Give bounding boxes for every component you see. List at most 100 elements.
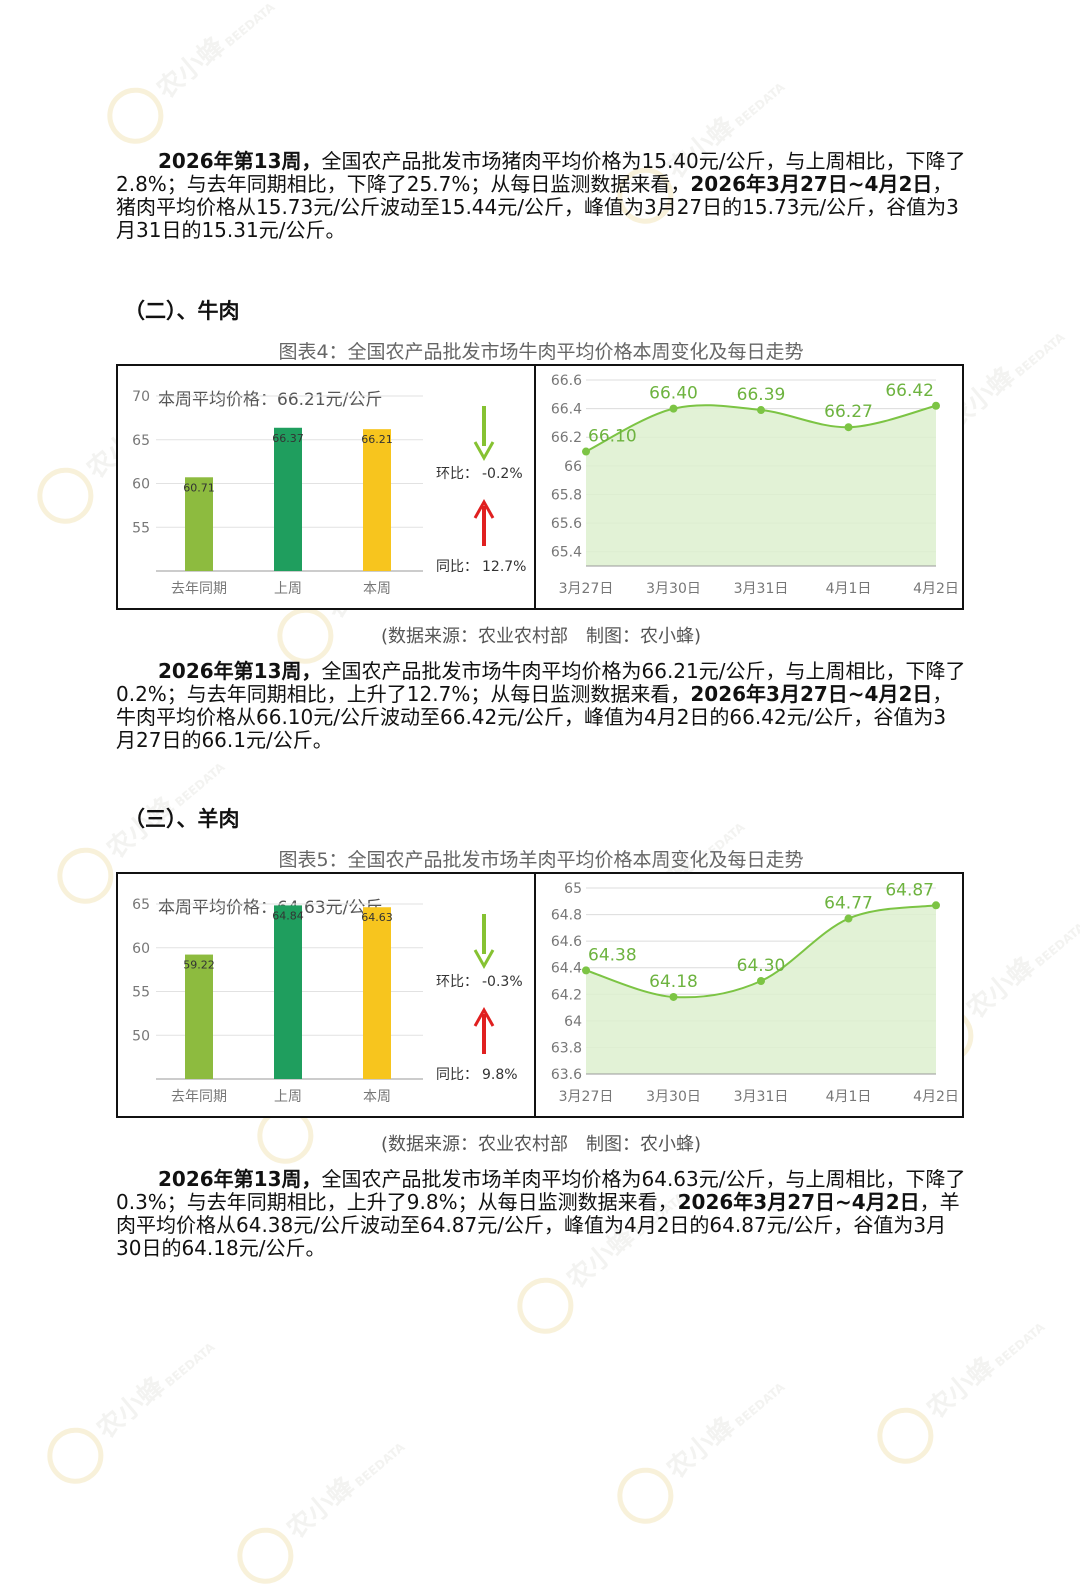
mutton-point — [844, 914, 853, 923]
mutton-point-label: 64.18 — [649, 972, 698, 992]
beef-figure-title: 图表4：全国农产品批发市场牛肉平均价格本周变化及每日走势 — [278, 341, 804, 363]
watermark-logo: 农小蜂BEEDATA — [605, 1361, 799, 1536]
beef-line-chart: 65.4 65.6 65.8 66 66.2 66.4 66.6 66.10 3月27日 66.4… — [551, 373, 959, 597]
mutton-tail: ，羊肉平均价格从64.38元/公斤波动至64.87元/公斤，峰值为4月2日的64… — [116, 1190, 960, 1260]
mutton-point — [582, 966, 590, 975]
beef-point — [932, 401, 940, 410]
mutton-lead: 2026年第13周， — [158, 1167, 322, 1191]
beef-x-tick: 4月2日 — [913, 581, 959, 597]
mutton-y-tick: 64.2 — [551, 987, 582, 1003]
beef-chart-panel: 本周平均价格：66.21元/公斤 55 60 65 70 60.71 去年同期 66.37 上周… — [116, 364, 964, 610]
mutton-bar-chart: 本周平均价格：64.63元/公斤 50 55 60 65 59.22 去年同期 64.84 上周… — [132, 897, 523, 1105]
beef-paragraph: 2026年第13周，全国农产品批发市场牛肉平均价格为66.21元/公斤，与上周相… — [116, 660, 966, 752]
beef-bar — [274, 427, 302, 571]
mutton-body: 全国农产品批发市场羊肉平均价格为64.63元/公斤，与上周相比，下降了0.3%；… — [116, 1167, 966, 1214]
beef-y-tick: 70 — [132, 389, 150, 405]
beef-lead: 2026年第13周， — [158, 659, 322, 683]
beef-tail: ，牛肉平均价格从66.10元/公斤波动至66.42元/公斤，峰值为4月2日的66… — [116, 682, 953, 752]
beef-y-tick: 66.2 — [551, 430, 582, 446]
mutton-mom-label: 环比： — [436, 974, 478, 990]
beef-bar-label: 66.21 — [361, 433, 393, 446]
beef-bar — [185, 477, 213, 571]
mutton-point-label: 64.87 — [885, 880, 934, 900]
pork-range: 2026年3月27日~4月2日 — [690, 172, 933, 196]
beef-mom-label: 环比： — [436, 466, 478, 482]
mutton-x-tick: 本周 — [363, 1089, 391, 1105]
panel-divider — [534, 874, 536, 1116]
beef-yoy-value: 12.7% — [482, 559, 526, 575]
beef-point — [582, 447, 590, 456]
mutton-point — [669, 992, 678, 1001]
beef-point — [844, 423, 853, 432]
mutton-x-tick: 4月2日 — [913, 1089, 959, 1105]
beef-bar — [363, 429, 391, 571]
mutton-bar-title: 本周平均价格：64.63元/公斤 — [158, 898, 382, 918]
beef-y-tick: 60 — [132, 477, 150, 493]
mutton-x-tick: 3月27日 — [559, 1089, 614, 1105]
mutton-bar-label: 59.22 — [183, 959, 215, 972]
beef-up-arrowhead-icon — [473, 498, 495, 519]
mutton-yoy-value: 9.8% — [482, 1067, 518, 1083]
beef-source: (数据来源：农业农村部 制图：农小蜂) — [380, 626, 702, 647]
pork-tail: ，猪肉平均价格从15.73元/公斤波动至15.44元/公斤，峰值为3月27日的1… — [116, 172, 959, 242]
beef-x-tick: 3月30日 — [646, 581, 701, 597]
mutton-source: (数据来源：农业农村部 制图：农小蜂) — [380, 1134, 702, 1155]
mutton-y-tick: 60 — [132, 941, 150, 957]
mutton-x-tick: 上周 — [274, 1089, 302, 1105]
watermark-logo: 农小蜂BEEDATA — [95, 0, 289, 156]
mutton-point-label: 64.38 — [588, 945, 637, 965]
beef-x-tick: 4月1日 — [826, 581, 872, 597]
watermark-logo: 农小蜂BEEDATA — [35, 1321, 229, 1496]
beef-y-tick: 66.6 — [551, 373, 582, 389]
mutton-area — [586, 905, 936, 1074]
beef-body: 全国农产品批发市场牛肉平均价格为66.21元/公斤，与上周相比，下降了0.2%；… — [116, 659, 966, 706]
beef-x-tick: 3月31日 — [734, 581, 789, 597]
beef-mom-value: -0.2% — [482, 466, 523, 482]
mutton-y-tick: 50 — [132, 1028, 150, 1044]
beef-yoy-label: 同比： — [436, 559, 478, 575]
mutton-y-tick: 65 — [132, 897, 150, 913]
panel-divider — [534, 366, 536, 608]
mutton-paragraph: 2026年第13周，全国农产品批发市场羊肉平均价格为64.63元/公斤，与上周相… — [116, 1168, 966, 1260]
mutton-bar — [363, 907, 391, 1079]
mutton-mom-value: -0.3% — [482, 974, 523, 990]
mutton-y-tick: 55 — [132, 985, 150, 1001]
mutton-x-tick: 4月1日 — [826, 1089, 872, 1105]
watermark-logo: 农小蜂BEEDATA — [865, 1301, 1059, 1476]
beef-heading: （二）、牛肉 — [124, 299, 240, 323]
mutton-point — [932, 901, 940, 910]
pork-lead: 2026年第13周， — [158, 149, 322, 173]
beef-x-tick: 3月27日 — [559, 581, 614, 597]
watermark-logo: 农小蜂BEEDATA — [225, 1421, 419, 1595]
mutton-y-tick: 64.4 — [551, 961, 582, 977]
mutton-y-tick: 64.6 — [551, 934, 582, 950]
beef-x-tick: 本周 — [363, 581, 391, 597]
beef-point — [669, 404, 678, 413]
beef-point — [757, 406, 765, 415]
pork-paragraph: 2026年第13周，全国农产品批发市场猪肉平均价格为15.40元/公斤，与上周相… — [116, 150, 966, 242]
mutton-y-tick: 63.8 — [551, 1040, 582, 1056]
mutton-line-chart: 63.6 63.8 64 64.2 64.4 64.6 64.8 65 64.38 3月27日 64… — [551, 880, 959, 1105]
beef-range: 2026年3月27日~4月2日 — [690, 682, 933, 706]
mutton-y-tick: 65 — [564, 881, 582, 897]
mutton-point-label: 64.30 — [737, 956, 786, 976]
beef-y-tick: 65.6 — [551, 516, 582, 532]
beef-point-label: 66.27 — [824, 402, 873, 422]
mutton-figure-title: 图表5：全国农产品批发市场羊肉平均价格本周变化及每日走势 — [278, 849, 804, 871]
mutton-down-arrowhead-icon — [473, 949, 495, 970]
mutton-x-tick: 3月31日 — [734, 1089, 789, 1105]
mutton-y-tick: 64.8 — [551, 908, 582, 924]
beef-bar-label: 66.37 — [272, 432, 304, 445]
mutton-bar-label: 64.84 — [272, 909, 304, 922]
mutton-x-tick: 去年同期 — [171, 1089, 227, 1105]
beef-area — [586, 405, 936, 566]
beef-y-tick: 66.4 — [551, 402, 582, 418]
mutton-bar — [185, 954, 213, 1079]
mutton-range: 2026年3月27日~4月2日 — [677, 1190, 920, 1214]
mutton-yoy-label: 同比： — [436, 1067, 478, 1083]
beef-bar-chart: 本周平均价格：66.21元/公斤 55 60 65 70 60.71 去年同期 66.37 上周… — [132, 389, 526, 597]
mutton-up-arrowhead-icon — [473, 1006, 495, 1027]
mutton-x-tick: 3月30日 — [646, 1089, 701, 1105]
mutton-bar-label: 64.63 — [361, 911, 393, 924]
beef-x-tick: 去年同期 — [171, 581, 227, 597]
